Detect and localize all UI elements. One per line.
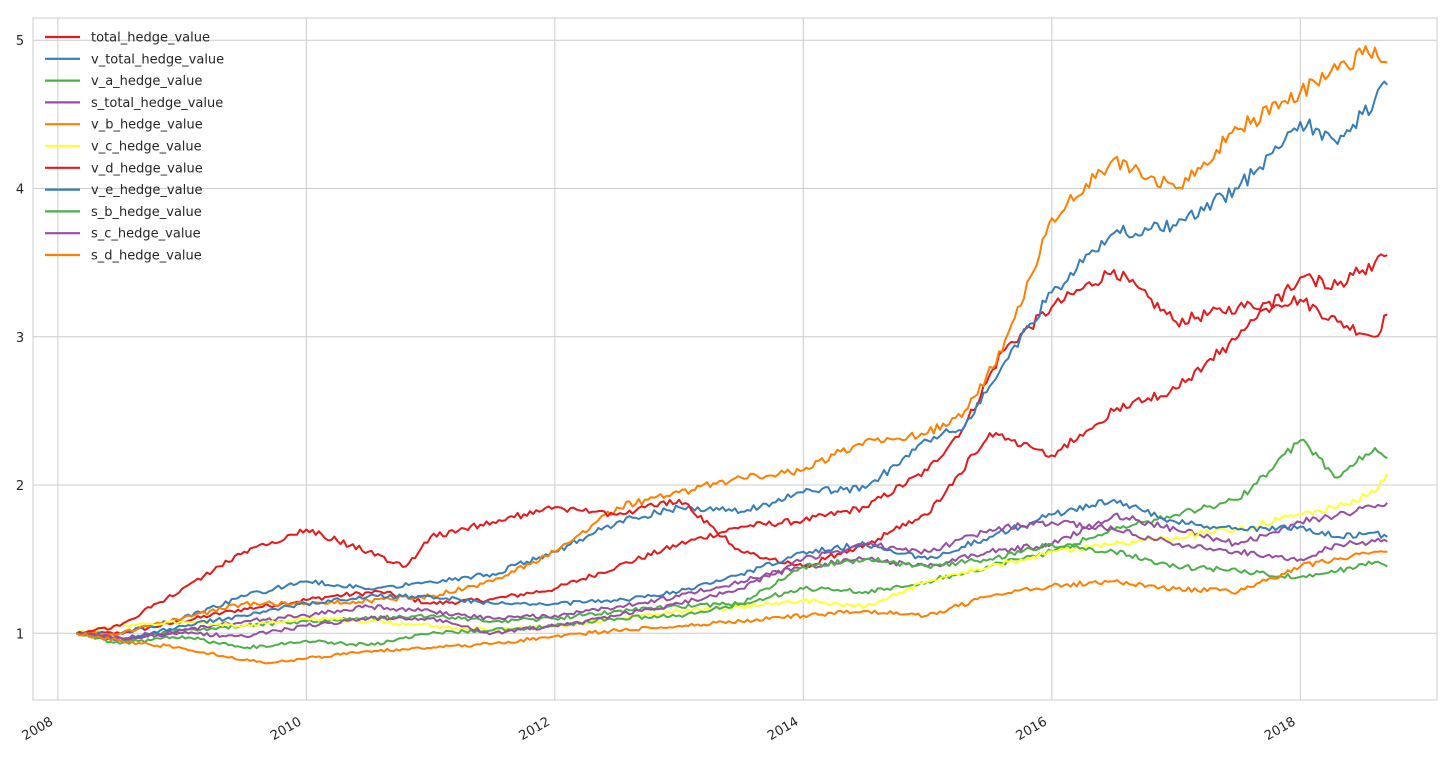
legend-label: v_total_hedge_value [91,52,224,67]
legend-label: v_e_hedge_value [91,183,202,198]
legend-label: s_c_hedge_value [91,227,201,242]
series-line-v_b_hedge_value [76,45,1388,636]
legend-label: s_total_hedge_value [91,96,223,111]
series-line-s_total_hedge_value [76,502,1389,640]
series-line-v_c_hedge_value [75,472,1389,635]
x-tick-label: 2012 [517,714,553,744]
plot-frame [32,17,1438,701]
series-line-v_total_hedge_value [76,80,1389,637]
y-tick-label: 5 [16,34,24,49]
y-tick-label: 4 [16,183,24,198]
x-tick-label: 2018 [1262,714,1298,744]
y-tick-label: 3 [16,331,24,346]
x-tick-label: 2010 [268,714,304,744]
legend-label: s_b_hedge_value [91,205,202,220]
legend-label: s_d_hedge_value [91,249,202,264]
legend-label: v_c_hedge_value [91,140,202,155]
series-line-v_e_hedge_value [76,498,1388,642]
grid-layer [33,18,1437,700]
legend-label: v_d_hedge_value [91,161,203,176]
axis-layer: 1 2 3 4 5 2008 2010 2012 2014 2016 2018 [16,34,1298,744]
series-line-v_d_hedge_value [76,253,1388,635]
x-tick-label: 2016 [1014,714,1050,744]
series-line-s_c_hedge_value [76,519,1388,640]
y-tick-label: 1 [16,627,24,642]
series-line-total_hedge_value [76,269,1388,636]
legend-label: v_b_hedge_value [91,118,203,133]
legend-label: v_a_hedge_value [91,74,202,89]
series-line-v_a_hedge_value [76,438,1388,643]
legend: total_hedge_value v_total_hedge_value v_a_… [45,31,224,264]
legend-label: total_hedge_value [91,31,210,46]
series-line-s_d_hedge_value [75,550,1388,665]
series-layer [75,45,1389,665]
x-tick-label: 2014 [765,714,801,744]
x-tick-label: 2008 [20,714,56,744]
series-line-s_b_hedge_value [76,542,1388,650]
y-tick-label: 2 [16,479,24,494]
